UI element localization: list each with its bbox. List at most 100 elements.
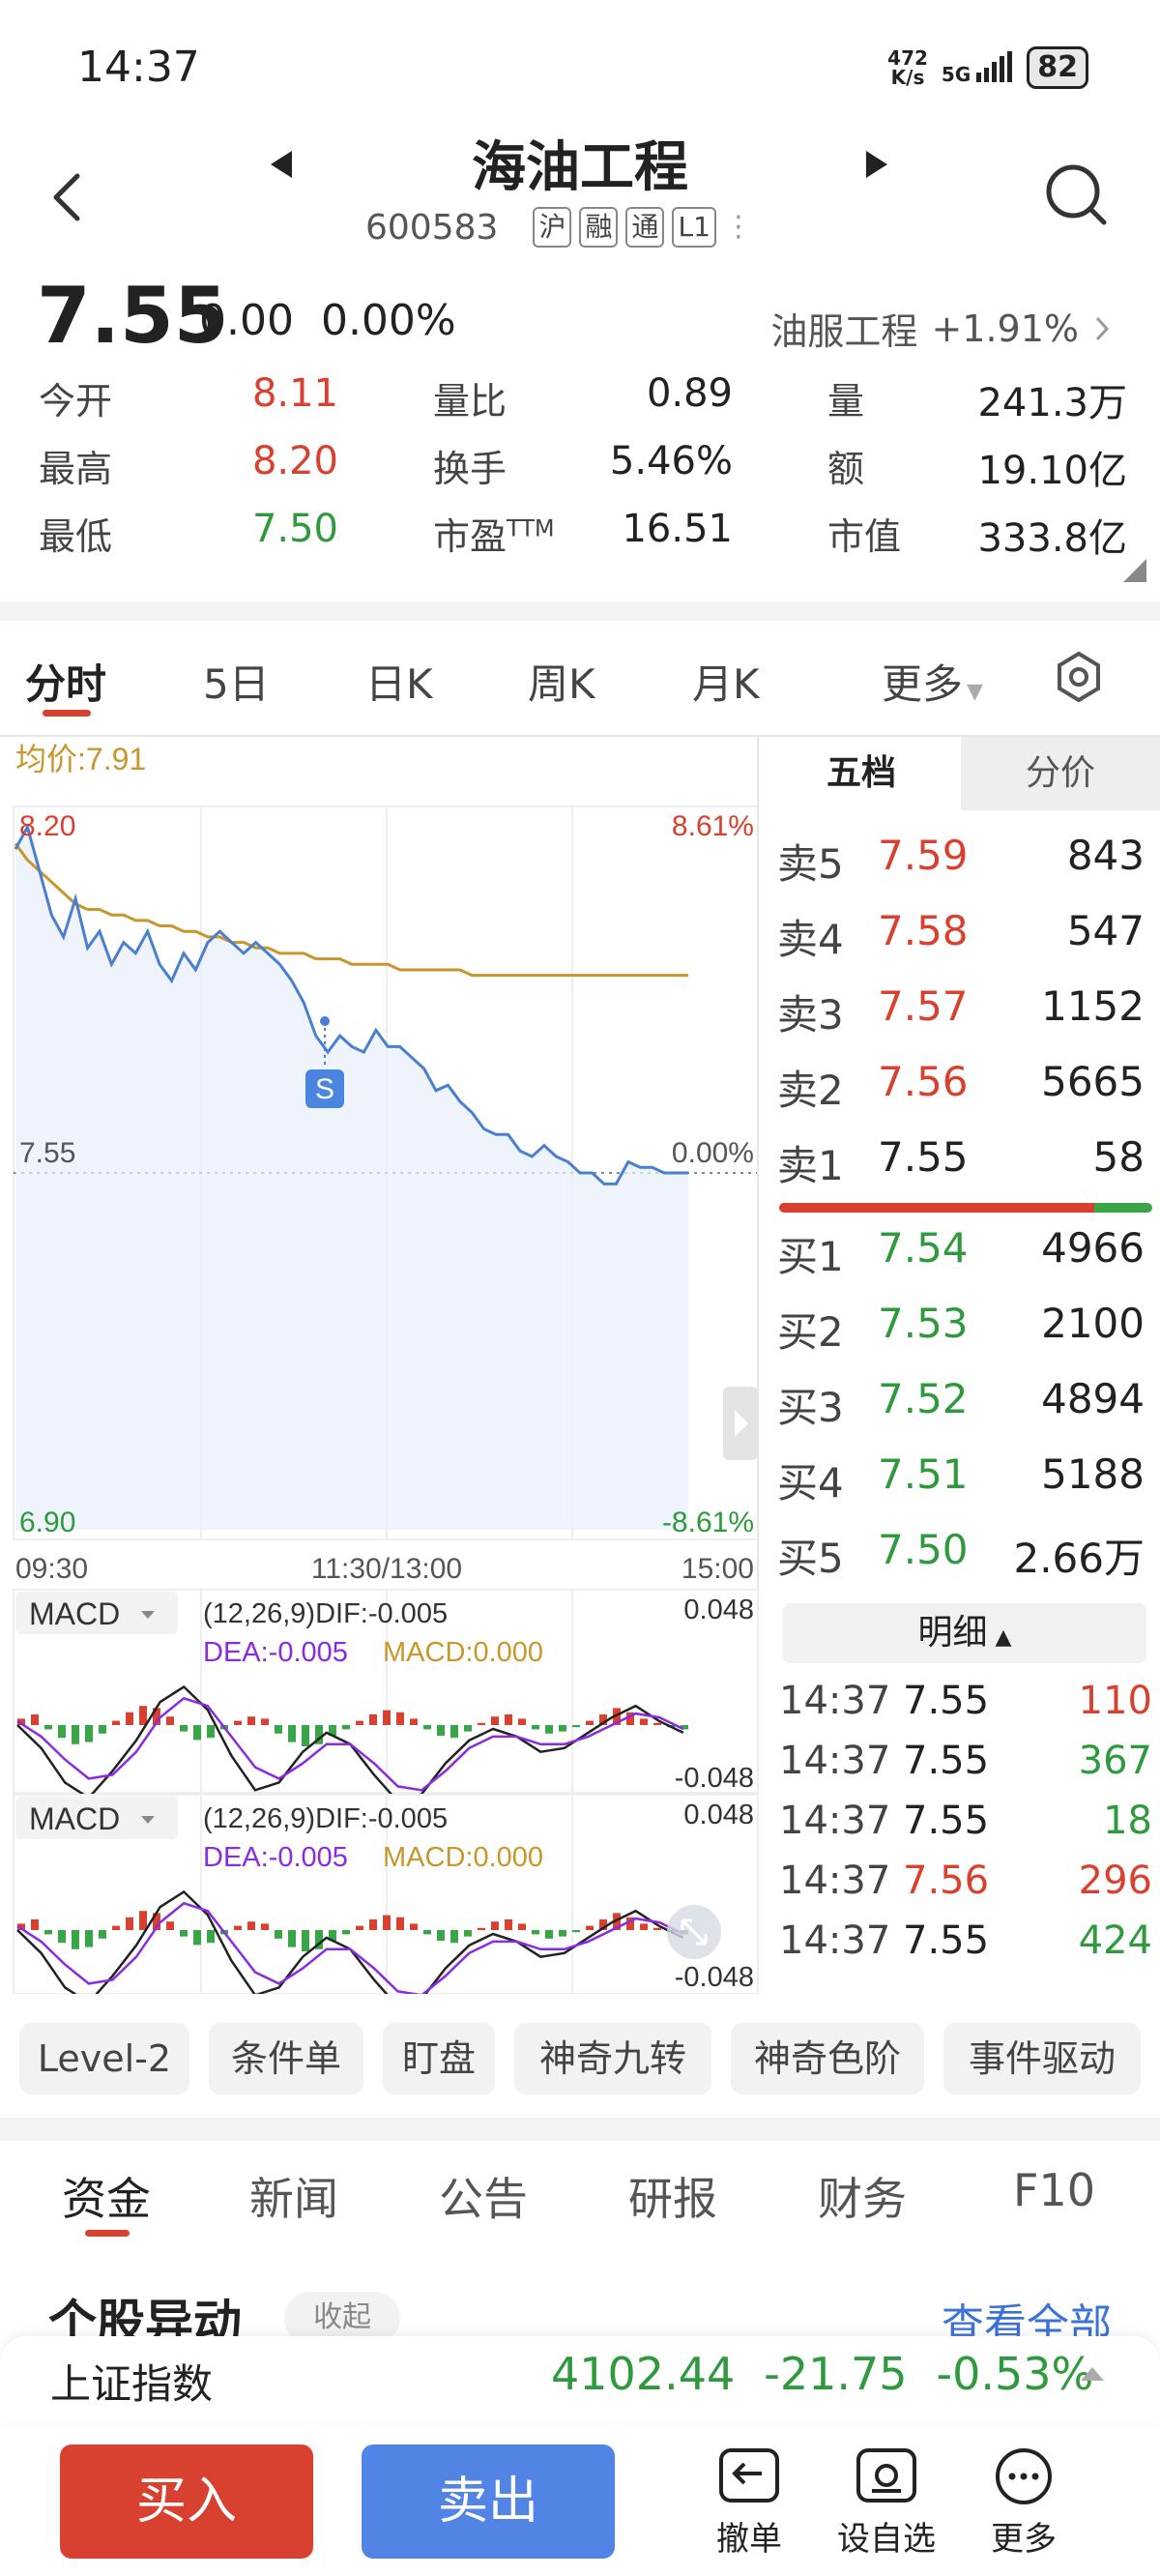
stat-label: 额 — [827, 448, 865, 490]
sell-button[interactable]: 卖出 — [362, 2444, 615, 2559]
prev-stock-button[interactable] — [271, 151, 292, 178]
buy-button[interactable]: 买入 — [60, 2444, 313, 2559]
tab-price-distribution[interactable]: 分价 — [961, 737, 1160, 810]
tab-announcements[interactable]: 公告 — [439, 2173, 528, 2225]
play-icon — [735, 1410, 748, 1437]
tabs-divider — [0, 735, 1160, 737]
macd-histogram-bar — [329, 1725, 336, 1736]
chip-monitor[interactable]: 盯盘 — [383, 2023, 495, 2094]
tab-funds[interactable]: 资金 — [62, 2173, 151, 2225]
tab-monthly-k[interactable]: 月K — [692, 660, 760, 708]
order-book-row[interactable]: 买1 7.54 4966 — [777, 1224, 1145, 1292]
tab-five-levels[interactable]: 五档 — [762, 737, 961, 810]
tag-connect: 通 — [625, 207, 665, 248]
expand-corner-icon[interactable] — [1123, 559, 1146, 582]
chip-event-driven[interactable]: 事件驱动 — [943, 2023, 1141, 2094]
back-button[interactable] — [43, 162, 91, 230]
y-low-pct-label: -8.61% — [662, 1507, 754, 1538]
svg-text:DEA:-0.005: DEA:-0.005 — [203, 1842, 348, 1873]
order-level-label: 买3 — [777, 1384, 844, 1431]
order-book-row[interactable]: 卖5 7.59 843 — [777, 832, 1145, 899]
order-book-row[interactable]: 买2 7.53 2100 — [777, 1300, 1145, 1367]
tab-f10[interactable]: F10 — [1013, 2164, 1095, 2216]
order-level-price: 7.52 — [878, 1375, 969, 1422]
order-level-price: 7.57 — [878, 982, 969, 1030]
order-level-volume: 1152 — [1041, 982, 1145, 1030]
macd-histogram-bar — [302, 1930, 309, 1951]
order-book-row[interactable]: 卖2 7.56 5665 — [777, 1058, 1145, 1126]
macd-histogram-bar — [234, 1925, 242, 1930]
stat-value: 5.46% — [609, 439, 733, 483]
macd-histogram-bar — [437, 1725, 445, 1736]
tab-financials[interactable]: 财务 — [818, 2173, 907, 2225]
cancel-order-button[interactable]: 撤单 — [696, 2446, 802, 2560]
tab-weekly-k[interactable]: 周K — [528, 660, 595, 708]
svg-text:MACD:0.000: MACD:0.000 — [383, 1842, 543, 1873]
tab-daily-k[interactable]: 日K — [365, 660, 433, 708]
more-actions-button[interactable]: 更多 — [971, 2446, 1077, 2560]
order-level-price: 7.50 — [878, 1526, 969, 1573]
stat-label: 最低 — [39, 515, 113, 558]
macd-histogram-bar — [112, 1720, 120, 1725]
add-watchlist-button[interactable]: 设自选 — [833, 2446, 940, 2560]
svg-text:(12,26,9)DIF:-0.005: (12,26,9)DIF:-0.005 — [203, 1598, 448, 1629]
macd-histogram-bar — [193, 1930, 201, 1946]
order-book-row[interactable]: 买4 7.51 5188 — [777, 1450, 1145, 1518]
tab-intraday[interactable]: 分时 — [25, 660, 107, 708]
macd-histogram-bar — [329, 1930, 336, 1941]
macd-histogram-bar — [315, 1725, 323, 1744]
macd-histogram-bar — [423, 1725, 431, 1730]
index-ticker-bar[interactable] — [0, 2336, 1160, 2423]
tick-time: 14:37 — [779, 1679, 891, 1723]
macd-histogram-bar — [532, 1930, 539, 1935]
expand-up-icon[interactable] — [1081, 2367, 1104, 2381]
macd-histogram-bar — [681, 1725, 688, 1730]
search-icon — [1046, 164, 1107, 225]
macd-histogram-bar — [356, 1925, 363, 1930]
order-book-row[interactable]: 买5 7.50 2.66万 — [777, 1526, 1145, 1594]
y-low-label: 6.90 — [19, 1507, 75, 1538]
chart-settings-button[interactable] — [1052, 650, 1106, 704]
tick-price: 7.55 — [903, 1739, 990, 1783]
tab-5day[interactable]: 5日 — [203, 660, 270, 708]
search-button[interactable] — [1040, 159, 1114, 232]
macd-histogram-bar — [44, 1930, 52, 1935]
macd-histogram-bar — [478, 1722, 485, 1725]
sector-link[interactable]: 油服工程 +1.91% — [770, 302, 1112, 355]
tick-time: 14:37 — [779, 1799, 891, 1843]
sell-marker-badge — [305, 1069, 344, 1108]
macd-histogram-bar — [288, 1725, 296, 1742]
macd-histogram-bar — [423, 1930, 431, 1935]
order-level-label: 买4 — [777, 1459, 844, 1507]
order-book-row[interactable]: 买3 7.52 4894 — [777, 1375, 1145, 1443]
tick-volume: 18 — [1103, 1799, 1152, 1843]
collapse-button[interactable]: 收起 — [284, 2292, 400, 2344]
intraday-chart[interactable]: S 均价:7.91 8.20 8.61% 7.55 0.00% 6.90 -8.… — [0, 737, 764, 1994]
chip-magic-color[interactable]: 神奇色阶 — [731, 2023, 924, 2094]
tick-volume: 110 — [1078, 1679, 1152, 1723]
stat-label: 量 — [827, 380, 865, 423]
tab-news[interactable]: 新闻 — [249, 2173, 338, 2225]
chip-level2[interactable]: Level-2 — [19, 2023, 189, 2094]
tab-more[interactable]: 更多 ▼ — [882, 660, 983, 708]
macd-histogram-bar — [139, 1706, 147, 1725]
macd-histogram-bar — [559, 1725, 566, 1732]
chip-conditional-order[interactable]: 条件单 — [209, 2023, 363, 2094]
macd-histogram-bar — [505, 1714, 512, 1725]
tab-research[interactable]: 研报 — [628, 2173, 717, 2225]
macd-histogram-bar — [31, 1919, 39, 1930]
more-dots-icon[interactable]: ⋮ — [723, 210, 753, 244]
order-book-row[interactable]: 卖1 7.55 58 — [777, 1133, 1145, 1201]
tick-volume: 367 — [1078, 1739, 1152, 1783]
next-stock-button[interactable] — [866, 151, 887, 178]
detail-toggle[interactable]: 明细 ▲ — [783, 1603, 1146, 1663]
macd-histogram-bar — [153, 1708, 160, 1725]
order-book-row[interactable]: 卖4 7.58 547 — [777, 907, 1145, 975]
order-level-price: 7.56 — [878, 1058, 969, 1105]
order-book-row[interactable]: 卖3 7.57 1152 — [777, 982, 1145, 1050]
svg-text:-0.048: -0.048 — [675, 1763, 754, 1794]
undo-icon — [719, 2448, 779, 2503]
time-start-label: 09:30 — [15, 1553, 88, 1585]
chip-magic-nine[interactable]: 神奇九转 — [514, 2023, 711, 2094]
order-level-label: 买1 — [777, 1233, 844, 1280]
